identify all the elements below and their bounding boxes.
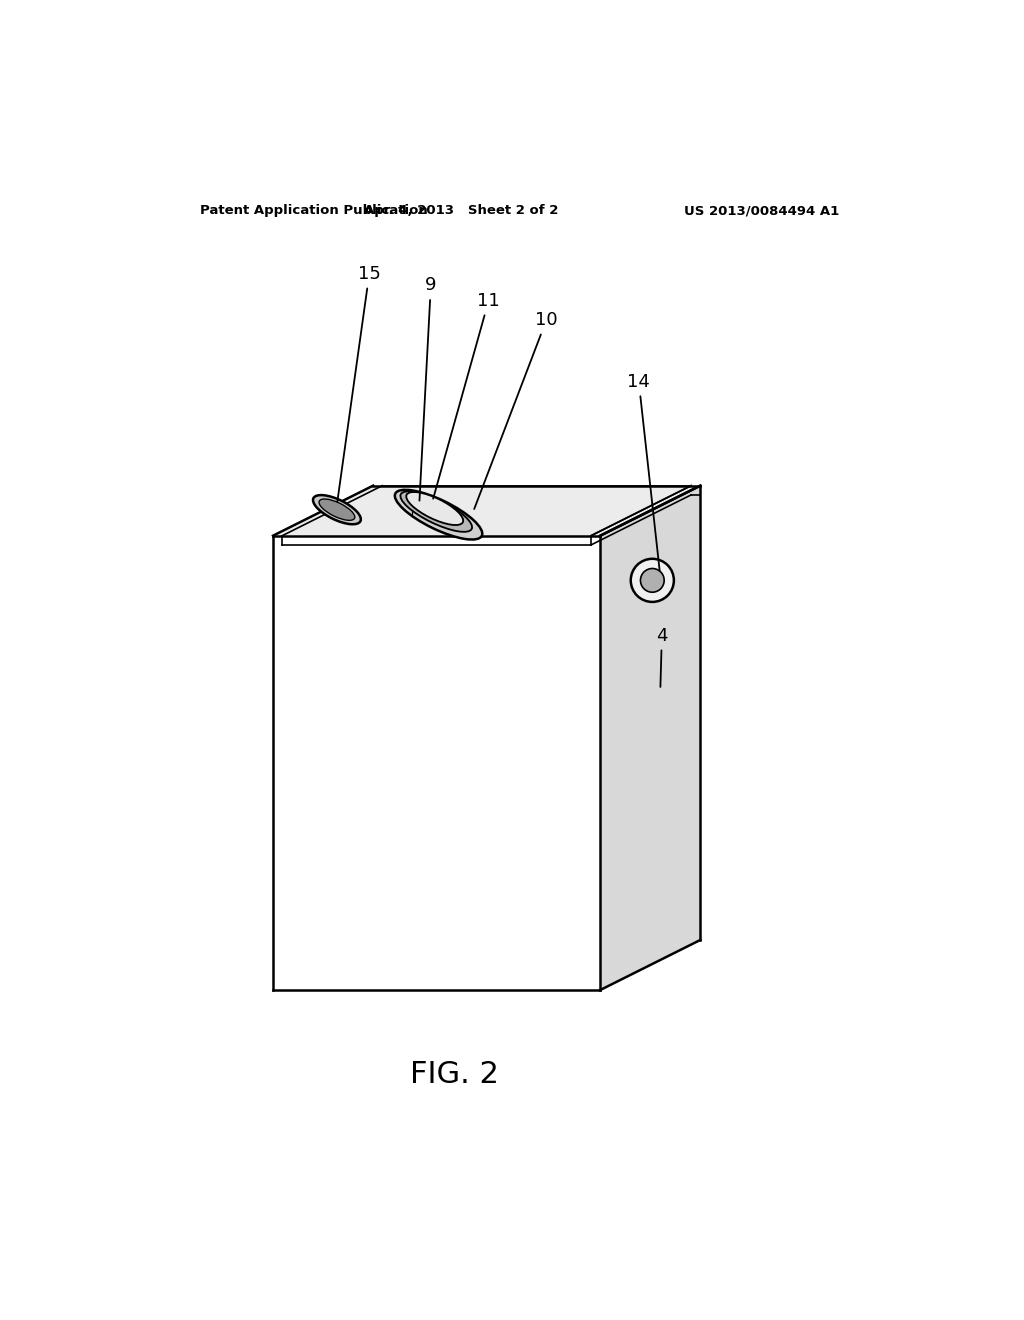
Text: 15: 15 [337,265,381,502]
Text: 11: 11 [433,292,500,499]
Text: 14: 14 [628,372,659,572]
Text: 4: 4 [656,627,668,686]
Ellipse shape [395,490,482,540]
Circle shape [631,558,674,602]
Text: FIG. 2: FIG. 2 [410,1060,499,1089]
Text: Apr. 4, 2013   Sheet 2 of 2: Apr. 4, 2013 Sheet 2 of 2 [365,205,559,218]
Text: 9: 9 [420,276,436,500]
Text: 10: 10 [474,312,558,510]
Ellipse shape [313,495,360,524]
Text: US 2013/0084494 A1: US 2013/0084494 A1 [684,205,840,218]
Polygon shape [600,486,700,990]
Polygon shape [273,486,700,536]
Ellipse shape [400,491,472,532]
Text: Patent Application Publication: Patent Application Publication [200,205,428,218]
Ellipse shape [407,492,463,525]
Polygon shape [273,536,600,990]
Circle shape [640,569,665,593]
Ellipse shape [319,499,355,520]
